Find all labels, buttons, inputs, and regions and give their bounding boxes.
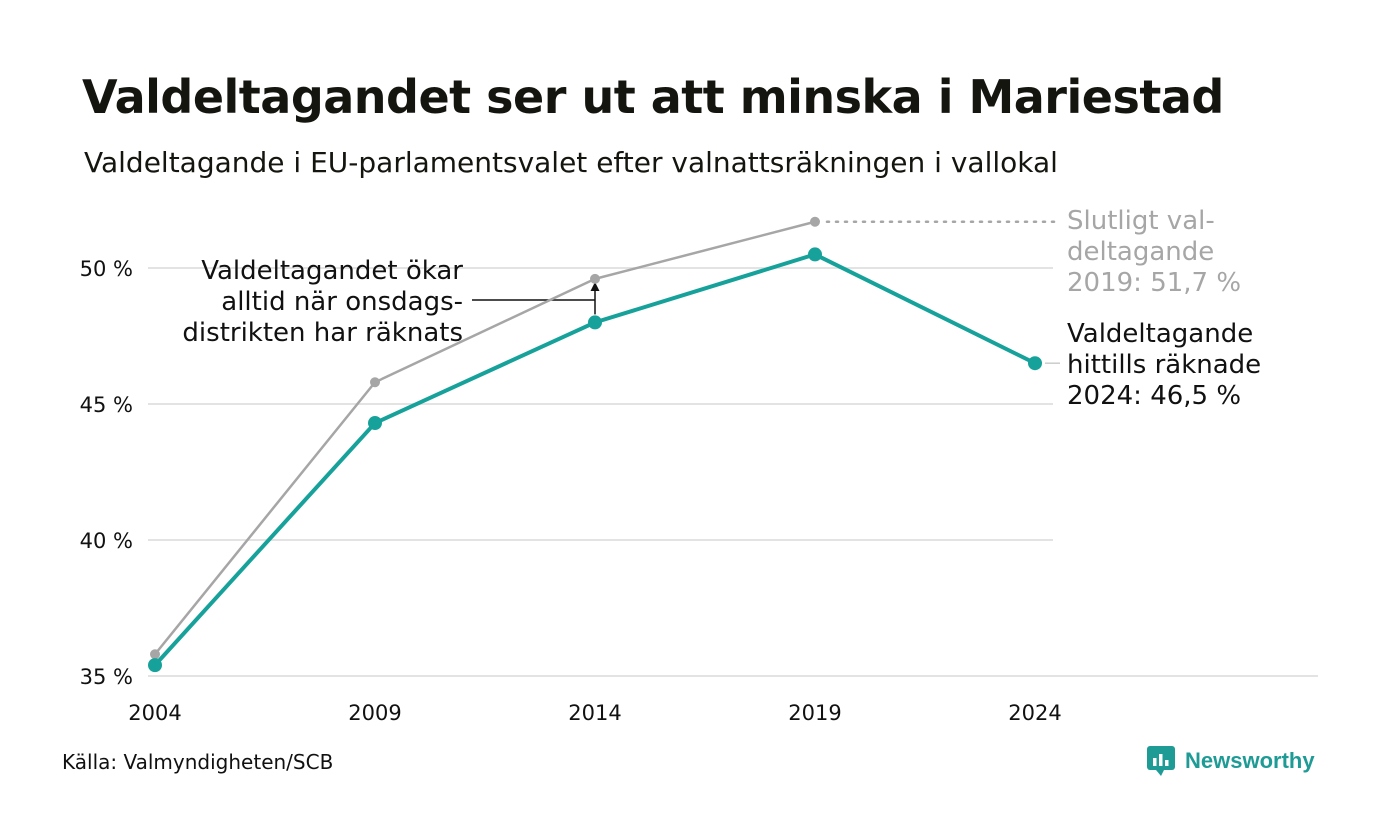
brand-name: Newsworthy [1185,748,1315,773]
y-tick-label: 35 % [80,665,133,689]
grid-lines [148,267,1053,541]
data-point-election_night [1028,356,1042,371]
brand-logo: Newsworthy [1147,744,1315,778]
data-point-election_night [588,315,602,330]
current-label-line: 2024: 46,5 % [1067,381,1241,411]
arrow-note-line: distrikten har räknats [182,318,463,348]
final-label-line: Slutligt val- [1067,206,1215,236]
y-tick-label: 40 % [80,529,133,553]
data-point-election_night [148,658,162,673]
data-point-election_night [808,247,822,262]
x-tick-label: 2009 [348,701,401,725]
series-line-final [153,220,817,656]
series [148,216,1042,673]
source-note: Källa: Valmyndigheten/SCB [62,750,334,774]
current-label-line: Valdeltagande [1067,319,1253,349]
x-tick-label: 2004 [128,701,181,725]
final-label-line: 2019: 51,7 % [1067,268,1241,298]
y-tick-label: 45 % [80,393,133,417]
x-tick-label: 2019 [788,701,841,725]
final-label-line: deltagande [1067,237,1214,267]
x-tick-label: 2024 [1008,701,1061,725]
y-tick-label: 50 % [80,257,133,281]
x-tick-label: 2014 [568,701,621,725]
data-point-election_night [368,416,382,431]
chart-title: Valdeltagandet ser ut att minska i Marie… [82,70,1224,124]
newsworthy-logo-icon [1147,746,1175,776]
axes: 35 % 40 % 45 % 50 % 2004 2009 2014 2019 2024 [80,257,1318,725]
data-point-final [370,377,380,388]
data-point-final [150,649,160,660]
chart-subtitle: Valdeltagande i EU-parlamentsvalet efter… [84,146,1058,179]
data-point-final [810,216,820,227]
data-point-final [590,273,600,284]
arrow-note-line: alltid när onsdags- [221,287,463,317]
current-label-line: hittills räknade [1067,350,1261,380]
arrow-note-line: Valdeltagandet ökar [201,256,463,286]
